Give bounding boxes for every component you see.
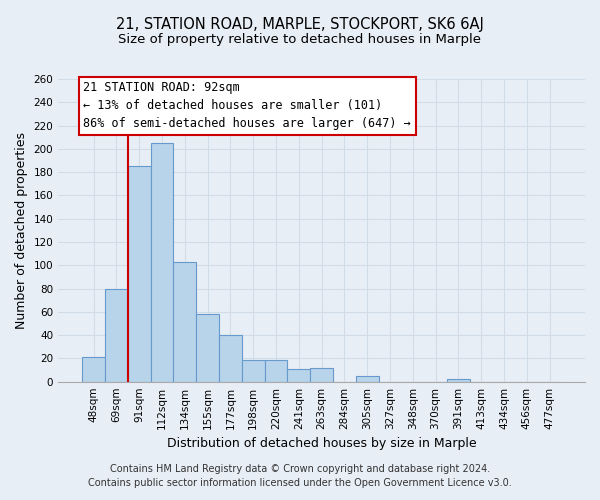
Bar (196, 314, 219, 382)
Text: Contains HM Land Registry data © Crown copyright and database right 2024.
Contai: Contains HM Land Registry data © Crown c… (88, 464, 512, 487)
Text: Size of property relative to detached houses in Marple: Size of property relative to detached ho… (119, 32, 482, 46)
Bar (242, 360, 265, 382)
Text: 21 STATION ROAD: 92sqm
← 13% of detached houses are smaller (101)
86% of semi-de: 21 STATION ROAD: 92sqm ← 13% of detached… (83, 82, 411, 130)
X-axis label: Distribution of detached houses by size in Marple: Distribution of detached houses by size … (167, 437, 476, 450)
Bar (151, 143, 173, 382)
Bar (310, 368, 333, 382)
Bar (356, 376, 379, 382)
Text: 21, STATION ROAD, MARPLE, STOCKPORT, SK6 6AJ: 21, STATION ROAD, MARPLE, STOCKPORT, SK6… (116, 18, 484, 32)
Bar (265, 360, 287, 382)
Y-axis label: Number of detached properties: Number of detached properties (15, 132, 28, 329)
Bar (82, 357, 105, 382)
Bar (219, 335, 242, 382)
Bar (105, 288, 128, 382)
Bar (447, 380, 470, 382)
Bar (173, 262, 196, 382)
Bar (287, 369, 310, 382)
Bar (128, 166, 151, 382)
